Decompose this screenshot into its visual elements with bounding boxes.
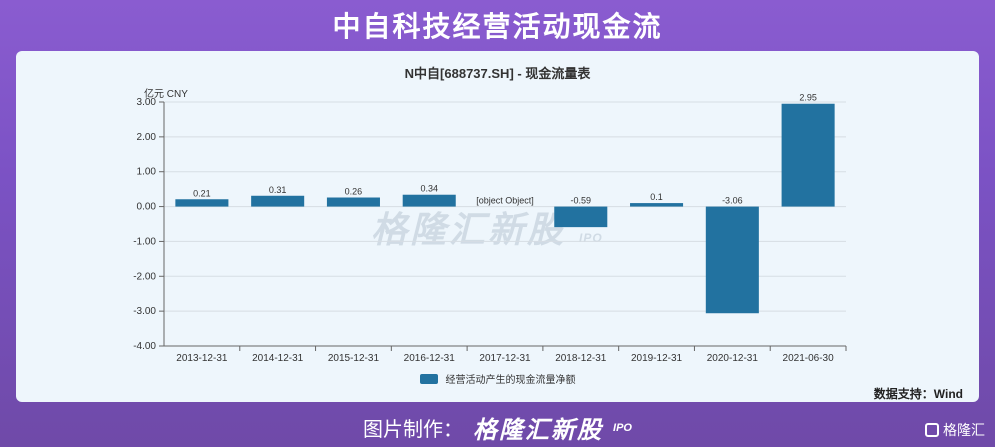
bar <box>554 206 608 228</box>
bar <box>326 197 380 207</box>
legend[interactable]: 经营活动产生的现金流量净额 <box>16 371 979 386</box>
bar <box>251 195 305 207</box>
bar-chart: 3.00 2.00 1.00 0.00 -1.00 -2.00 -3.00 -4.00 2013… <box>133 93 847 364</box>
x-tick-label: 2016-12-31 <box>404 353 456 364</box>
footer-ipo: IPO <box>613 421 632 434</box>
data-label: 0.1 <box>650 192 663 202</box>
bar <box>402 194 456 207</box>
data-label: 0.31 <box>269 185 287 195</box>
bar <box>175 199 229 207</box>
watermark: 格隆汇新股 IPO <box>371 201 603 253</box>
data-label: -0.59 <box>571 196 592 206</box>
x-tick-label: 2015-12-31 <box>328 353 380 364</box>
header: 中自科技经营活动现金流 <box>0 0 995 50</box>
corner-logo: 格隆汇 <box>925 420 985 440</box>
data-label: 0.26 <box>345 187 363 197</box>
footer-label: 图片制作： <box>363 419 464 441</box>
data-label: 0.21 <box>193 188 211 198</box>
y-tick-label: 3.00 <box>137 97 157 108</box>
legend-label: 经营活动产生的现金流量净额 <box>445 375 576 386</box>
y-tick-label: 2.00 <box>137 132 157 143</box>
chart-panel: N中自[688737.SH] - 现金流量表 亿元 CNY 格隆汇新股 IPO … <box>16 51 979 402</box>
page-title: 中自科技经营活动现金流 <box>332 11 663 42</box>
chart-title: N中自[688737.SH] - 现金流量表 <box>404 66 591 81</box>
y-axis-unit-label: 亿元 CNY <box>144 89 188 100</box>
y-tick-label: -1.00 <box>133 236 156 247</box>
y-tick-label: 1.00 <box>137 167 157 178</box>
x-tick-label: 2013-12-31 <box>176 353 228 364</box>
x-tick-label: 2018-12-31 <box>555 353 607 364</box>
x-tick-label: 2019-12-31 <box>631 353 683 364</box>
watermark-brand: 格隆汇新股 <box>371 209 567 250</box>
footer-brand: 格隆汇新股 <box>473 417 604 444</box>
legend-swatch <box>419 373 438 384</box>
logo-icon <box>925 423 939 437</box>
data-label: 2.95 <box>799 93 817 103</box>
y-tick-label: 0.00 <box>137 202 157 213</box>
footer: 图片制作： 格隆汇新股 IPO <box>0 408 995 447</box>
data-label: [object Object] <box>476 196 534 206</box>
y-tick-label: -2.00 <box>133 271 156 282</box>
data-label: 0.34 <box>420 184 438 194</box>
data-label: -3.06 <box>722 196 743 206</box>
y-tick-label: -4.00 <box>133 341 156 352</box>
source-note: 数据支持：Wind <box>873 387 963 401</box>
y-tick-label: -3.00 <box>133 306 156 317</box>
x-tick-label: 2020-12-31 <box>707 353 759 364</box>
bar <box>630 203 684 207</box>
corner-logo-text: 格隆汇 <box>943 422 985 438</box>
bar <box>705 206 759 314</box>
x-tick-label: 2021-06-30 <box>783 353 835 364</box>
x-tick-label: 2017-12-31 <box>479 353 531 364</box>
x-tick-label: 2014-12-31 <box>252 353 304 364</box>
bar <box>781 103 835 207</box>
